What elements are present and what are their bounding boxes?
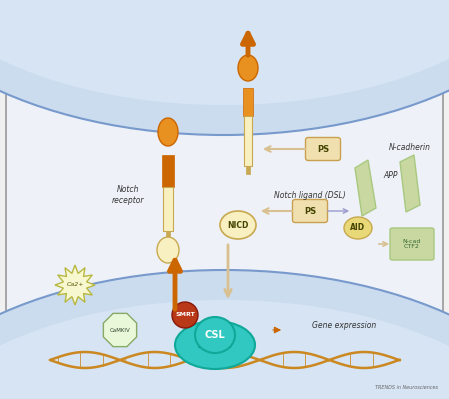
Bar (246, 166, 250, 174)
Text: AID: AID (350, 223, 365, 233)
Ellipse shape (238, 55, 258, 81)
Ellipse shape (195, 317, 235, 353)
Ellipse shape (0, 270, 449, 399)
Text: Ca2+: Ca2+ (66, 282, 84, 288)
Ellipse shape (157, 237, 179, 263)
Polygon shape (103, 313, 136, 347)
Text: Notch
receptor: Notch receptor (112, 185, 144, 205)
Bar (162, 155, 174, 187)
FancyArrowPatch shape (273, 327, 280, 333)
Ellipse shape (172, 302, 198, 328)
Text: TRENDS in Neurosciences: TRENDS in Neurosciences (375, 385, 438, 390)
Ellipse shape (0, 0, 449, 105)
Text: Gene expression: Gene expression (312, 320, 376, 330)
Text: CSL: CSL (205, 330, 225, 340)
Polygon shape (400, 155, 420, 212)
Text: Notch ligand (DSL): Notch ligand (DSL) (274, 190, 346, 200)
Ellipse shape (344, 217, 372, 239)
Text: APP: APP (383, 170, 397, 180)
Bar (243, 88, 253, 116)
Bar (163, 187, 173, 231)
Bar (166, 231, 170, 239)
FancyBboxPatch shape (292, 200, 327, 223)
Polygon shape (355, 160, 376, 216)
Text: Nucleus: Nucleus (198, 340, 232, 350)
Ellipse shape (0, 300, 449, 399)
Text: PS: PS (317, 144, 329, 154)
Bar (244, 116, 252, 166)
Ellipse shape (0, 0, 449, 135)
Text: NICD: NICD (227, 221, 249, 229)
Ellipse shape (175, 321, 255, 369)
Text: PS: PS (304, 207, 316, 215)
FancyBboxPatch shape (390, 228, 434, 260)
Text: N-cad
CTF2: N-cad CTF2 (403, 239, 421, 249)
Ellipse shape (220, 211, 256, 239)
Text: CaMKIV: CaMKIV (110, 328, 130, 332)
Text: N-cadherin: N-cadherin (389, 144, 431, 152)
FancyBboxPatch shape (305, 138, 340, 160)
Text: SMRT: SMRT (175, 312, 195, 318)
Polygon shape (55, 265, 95, 305)
Ellipse shape (158, 118, 178, 146)
